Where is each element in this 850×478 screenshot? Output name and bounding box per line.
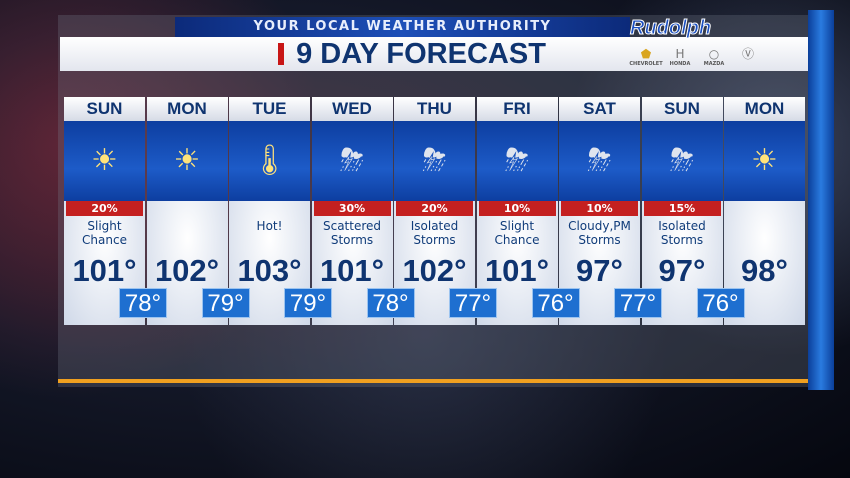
condition-text: Isolated Storms xyxy=(658,219,706,247)
vw-logo: Ⓥ xyxy=(732,47,764,67)
forecast-day: MON ☀ 102° xyxy=(146,97,228,325)
high-temp: 101° xyxy=(319,253,385,288)
high-temp: 98° xyxy=(741,253,788,288)
precip-chance: 15% xyxy=(643,201,721,216)
side-accent-bar xyxy=(808,10,834,390)
high-temp: 97° xyxy=(576,253,623,288)
high-temp: 102° xyxy=(402,253,467,288)
low-temp: 79° xyxy=(201,288,250,318)
thunderstorm-icon: ⛈ xyxy=(311,121,393,201)
day-label: SUN xyxy=(64,97,145,121)
condition-text: Hot! xyxy=(256,219,283,233)
mazda-emblem-icon: ○ xyxy=(708,47,720,61)
high-temp: 97° xyxy=(658,253,706,288)
thunderstorm-icon: ⛈ xyxy=(476,121,558,201)
low-temp: 79° xyxy=(284,288,332,318)
thunderstorm-icon: ⛈ xyxy=(394,121,475,201)
condition-text: Scattered Storms xyxy=(322,219,382,247)
sponsor-logo: Rudolph xyxy=(629,17,712,40)
day-label: THU xyxy=(394,97,475,121)
low-temp: 77° xyxy=(449,288,497,318)
condition-text: Slight Chance xyxy=(494,219,540,247)
day-label: WED xyxy=(311,97,393,121)
low-temp: 76° xyxy=(696,288,745,318)
precip-chance: 20% xyxy=(396,201,473,216)
forecast-day: TUE 🌡 Hot! 103° xyxy=(229,97,310,325)
sunny-hazy-icon: ☀ xyxy=(724,121,805,201)
chevrolet-bowtie-icon: ⬟ xyxy=(640,47,652,61)
title-bar xyxy=(60,37,808,71)
title-red-marker xyxy=(278,43,284,65)
honda-h-icon: H xyxy=(675,47,685,61)
high-temp: 103° xyxy=(237,253,302,288)
day-label: FRI xyxy=(476,97,558,121)
condition-text: Cloudy,PM Storms xyxy=(568,219,631,247)
day-label: MON xyxy=(724,97,805,121)
low-temp: 77° xyxy=(614,288,662,318)
divider-line xyxy=(58,379,808,383)
vw-emblem-icon: Ⓥ xyxy=(741,47,754,61)
condition-text xyxy=(724,219,805,251)
sunny-hazy-icon: ☀ xyxy=(64,121,145,201)
day-label: MON xyxy=(146,97,228,121)
thunderstorm-icon: ⛈ xyxy=(559,121,640,201)
precip-chance: 10% xyxy=(561,201,638,216)
sponsor-brand-logos: ⬟ CHEVROLET H HONDA ○ MAZDA Ⓥ xyxy=(629,47,764,67)
honda-logo: H HONDA xyxy=(664,47,696,67)
page-title: 9 DAY FORECAST xyxy=(296,38,546,70)
condition-text xyxy=(147,219,228,251)
chevrolet-logo: ⬟ CHEVROLET xyxy=(629,47,663,67)
mazda-label: MAZDA xyxy=(703,61,725,67)
tagline: YOUR LOCAL WEATHER AUTHORITY xyxy=(175,17,630,37)
low-temp: 78° xyxy=(366,288,415,318)
precip-chance: 20% xyxy=(66,201,143,216)
precip-chance: 10% xyxy=(478,201,556,216)
low-temp: 76° xyxy=(531,288,580,318)
mazda-logo: ○ MAZDA xyxy=(698,47,730,67)
low-temp: 78° xyxy=(119,288,167,318)
day-label: SUN xyxy=(641,97,723,121)
day-label: TUE xyxy=(229,97,310,121)
honda-label: HONDA xyxy=(669,61,691,67)
precip-chance: 30% xyxy=(313,201,391,216)
thunderstorm-icon: ⛈ xyxy=(641,121,723,201)
day-details: 15% Isolated Storms 97° xyxy=(641,201,723,325)
sunny-hazy-icon: ☀ xyxy=(146,121,228,201)
condition-text: Isolated Storms xyxy=(410,219,459,247)
forecast-day: SUN ⛈ 15% Isolated Storms 97° xyxy=(641,97,723,325)
condition-text: Slight Chance xyxy=(82,219,127,247)
chevrolet-label: CHEVROLET xyxy=(629,61,663,67)
forecast-day: SAT ⛈ 10% Cloudy,PM Storms 97° xyxy=(559,97,640,325)
day-label: SAT xyxy=(559,97,640,121)
high-temp: 102° xyxy=(154,253,220,288)
hot-thermometer-sun-icon: 🌡 xyxy=(229,121,310,201)
high-temp: 101° xyxy=(484,253,550,288)
high-temp: 101° xyxy=(72,253,137,288)
